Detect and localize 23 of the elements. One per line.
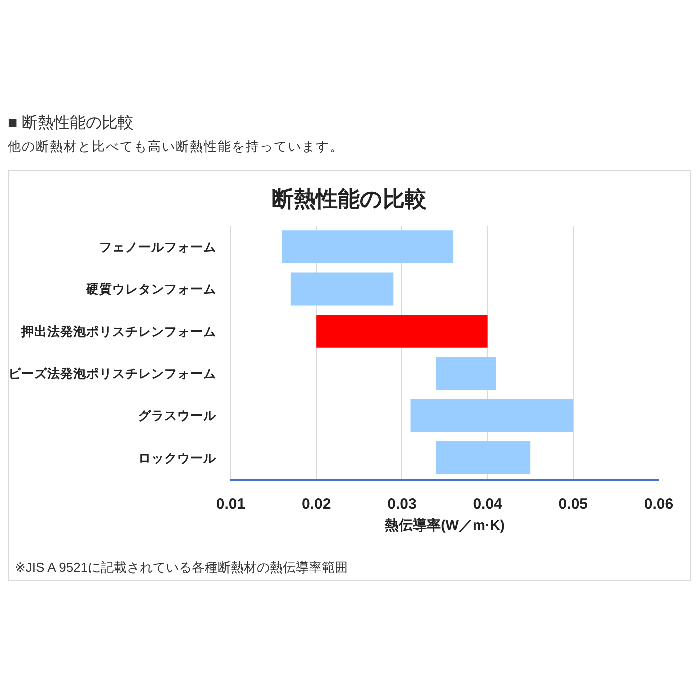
- y-tick-label: グラスウール: [138, 409, 218, 424]
- text: ■ 断熱性能の比較: [8, 114, 134, 134]
- x-tick-label: 0.03: [388, 496, 417, 513]
- bar: [282, 230, 454, 264]
- y-tick-label: ロックウール: [138, 451, 218, 466]
- x-tick-label: 0.06: [644, 496, 674, 513]
- bar: [436, 441, 531, 474]
- y-tick-label: フェノールフォーム: [100, 240, 216, 254]
- x-axis-title: 熱伝導率(W／m·K): [384, 516, 505, 533]
- x-tick-label: 0.02: [302, 496, 332, 513]
- x-tick-label: 0.05: [558, 496, 588, 513]
- bar: [290, 272, 394, 306]
- bar: [410, 399, 574, 432]
- y-tick-label: 硬質ウレタンフォーム: [86, 282, 216, 297]
- bar: [316, 314, 488, 348]
- chart-subtitle: 他の断熱材と比べても高い断熱性能を持っています。: [8, 138, 344, 156]
- x-tick-label: 0.01: [216, 496, 246, 513]
- y-tick-label: 押出法発泡ポリスチレンフォーム: [20, 324, 216, 339]
- text: ※JIS A 9521に記載されている各種断熱材の熱伝導率範囲: [15, 559, 348, 577]
- y-tick-label: ビーズ法発泡ポリスチレンフォーム: [8, 366, 216, 381]
- bar: [436, 357, 496, 390]
- chart-title: 断熱性能の比較: [272, 186, 428, 212]
- x-tick-label: 0.04: [473, 496, 504, 513]
